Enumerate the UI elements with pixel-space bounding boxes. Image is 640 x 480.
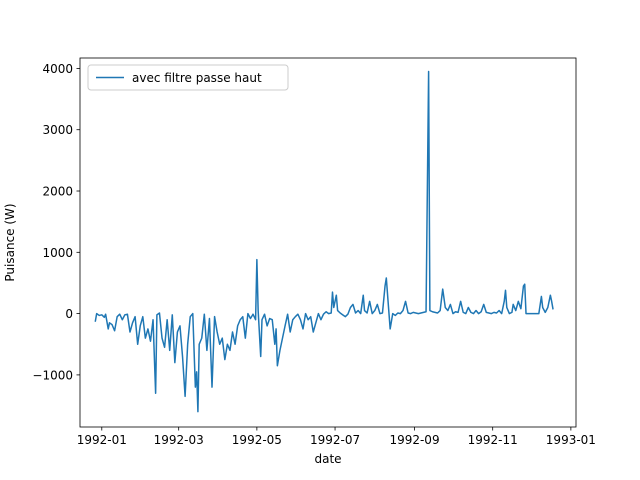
y-tick-label: 0 (65, 307, 73, 321)
series-layer (94, 70, 554, 413)
plot-area (80, 58, 576, 427)
y-axis-label: Puisance (W) (3, 203, 17, 281)
x-tick-label: 1992-09 (389, 433, 439, 447)
y-tick-label: 4000 (42, 62, 73, 76)
x-axis: 1992-01 1992-03 1992-05 1992-07 1992-09 1992-… (77, 427, 596, 447)
x-tick-label: 1992-01 (77, 433, 127, 447)
x-tick-label: 1992-05 (232, 433, 282, 447)
y-tick-label: 3000 (42, 123, 73, 137)
legend-box (87, 64, 289, 91)
x-tick-label: 1993-01 (546, 433, 596, 447)
x-axis-label: date (314, 452, 341, 466)
y-tick-label: 2000 (42, 185, 73, 199)
y-tick-label: −1000 (32, 368, 73, 382)
x-tick-label: 1992-07 (310, 433, 360, 447)
y-axis: −1000 0 1000 2000 3000 4000 (32, 62, 80, 382)
x-tick-label: 1992-03 (154, 433, 204, 447)
legend: avec filtre passe haut (87, 64, 289, 91)
y-tick-label: 1000 (42, 246, 73, 260)
plot-frame (79, 57, 577, 428)
legend-label: avec filtre passe haut (132, 71, 262, 85)
x-tick-label: 1992-11 (468, 433, 518, 447)
series-line-0 (94, 70, 554, 413)
